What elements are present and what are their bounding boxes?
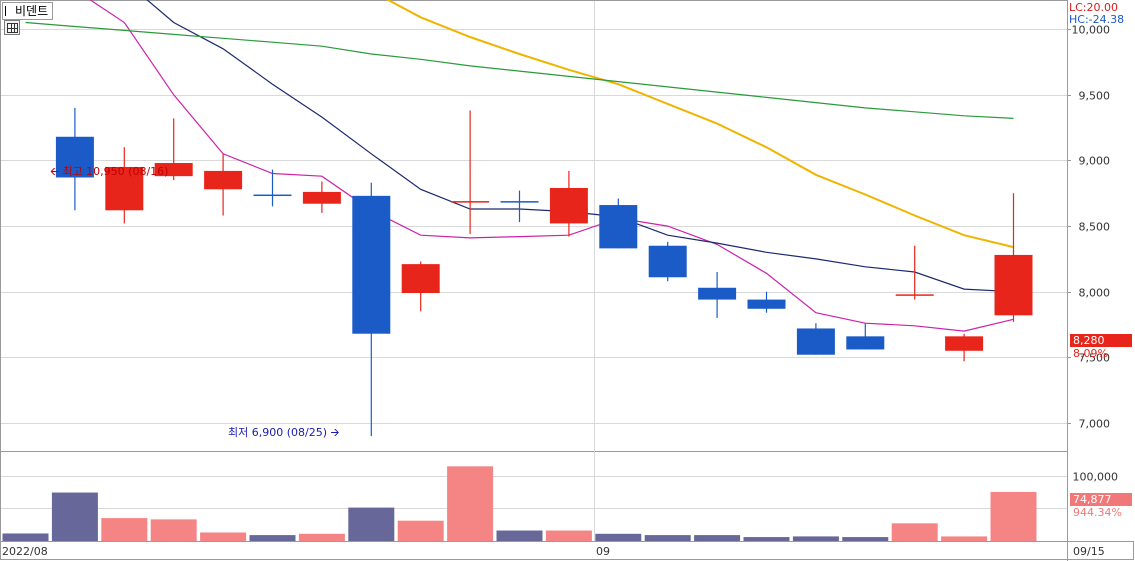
volume-bar [595,533,642,541]
time-tick-label: 2022/08 [2,545,48,558]
volume-bar [941,536,988,541]
candle-body [302,191,341,204]
volume-bar [200,532,247,541]
candle-body [698,287,737,300]
volume-bar [990,491,1037,541]
price-change-tag: 8.09% [1073,347,1108,360]
candle-body [747,299,786,309]
candle-body [549,187,588,224]
stock-name-box[interactable]: 비덴트 [2,2,54,20]
volume-change-tag: 944.34% [1073,506,1122,519]
time-axis-border [0,541,1134,560]
time-tick-label: 09 [596,545,610,558]
stock-name: 비덴트 [15,4,49,18]
volume-bar [101,518,148,541]
volume-bar [397,520,444,541]
volume-bar [891,523,938,541]
current-price-tag: 8,280 [1070,334,1132,347]
volume-bar [51,492,98,541]
candle-body [352,195,391,334]
candle-body [796,328,835,355]
candle-body [451,201,490,203]
grid [1,1,1067,541]
candle-body [401,264,440,294]
ma5-line [89,0,1014,332]
hc-label: HC:-24.38 [1069,13,1125,26]
volume-tick-label: 100,000 [1073,471,1119,484]
price-tick-label: 7,000 [1079,418,1111,431]
volume-bar [150,519,197,541]
price-tick-label: 8,500 [1079,221,1111,234]
candle-body [599,205,638,249]
lc-label: LC:20.00 [1069,1,1119,14]
candle-body [253,194,292,197]
candle-body [648,245,687,278]
volume-bar [842,537,889,541]
axis-labels: 7,000 7,500 8,000 8,500 9,000 9,500 10,000 100,… [2,24,1118,559]
volume-bar [694,535,741,541]
title-marker-icon [5,6,12,16]
ma60-line [25,21,1014,119]
volume-bar [298,533,345,541]
price-tick-label: 9,000 [1079,155,1111,168]
volume-bar [447,466,494,541]
high-annotation: 🡨 최고 10,950 (08/16) [50,163,168,182]
volume-bar [348,507,395,541]
price-tick-label: 9,500 [1079,90,1111,103]
volume-bar [2,533,49,541]
right-arrow-icon: 🡪 [330,426,340,439]
volume-bars[interactable] [2,466,1037,541]
candle-body [105,166,144,211]
candle-body [204,170,243,190]
candle-body [500,201,539,203]
high-label: 최고 10,950 (08/16) [62,165,169,178]
moving-average-lines [25,0,1014,332]
price-tick-label: 10,000 [1072,24,1111,37]
current-volume-tag: 74,877 [1070,493,1132,506]
time-tick-label: 09/15 [1073,545,1105,558]
volume-bar [249,535,296,541]
low-label: 최저 6,900 (08/25) [228,426,328,439]
candle-body [895,294,934,296]
left-arrow-icon: 🡨 [50,165,59,178]
price-tick-label: 8,000 [1079,287,1111,300]
price-tick-label: 7,500 [1079,352,1111,365]
volume-bar [545,530,592,541]
volume-bar [792,536,839,541]
candle-body [154,163,193,177]
grid-toggle-icon[interactable] [4,20,20,35]
volume-bar [644,535,691,541]
candle-body [945,336,984,351]
volume-bar [743,537,790,541]
low-annotation: 최저 6,900 (08/25) 🡪 [228,424,339,443]
candle-body [55,136,94,178]
candle-body [846,336,885,350]
volume-bar [496,530,543,541]
candles[interactable] [7,0,1033,437]
ma20-line [386,0,1014,249]
candle-body [994,254,1033,316]
